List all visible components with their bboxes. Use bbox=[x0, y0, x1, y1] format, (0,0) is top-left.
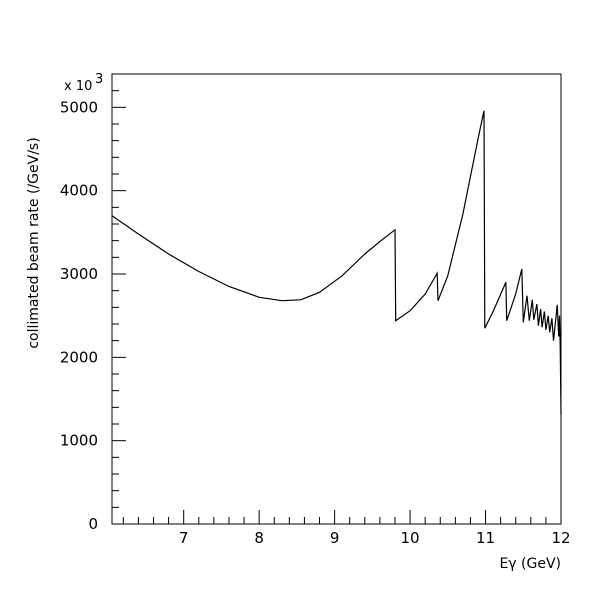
x-tick-label: 9 bbox=[330, 529, 340, 547]
y-tick-label: 3000 bbox=[60, 265, 98, 283]
y-axis-ticks bbox=[112, 73, 126, 525]
series-line bbox=[111, 110, 562, 415]
y-axis-tick-labels: 0 1000 2000 3000 4000 5000 bbox=[60, 98, 98, 533]
y-axis-title: collimated beam rate (/GeV/s) bbox=[26, 137, 42, 348]
y-tick-label: 2000 bbox=[60, 348, 98, 366]
x-tick-label: 12 bbox=[551, 529, 570, 547]
plot-frame bbox=[111, 73, 562, 525]
x-tick-label: 7 bbox=[179, 529, 189, 547]
x-axis-tick-labels: 7 8 9 10 11 12 bbox=[179, 529, 571, 547]
y-multiplier-label: x 10 bbox=[64, 79, 92, 94]
y-multiplier-exponent: 3 bbox=[95, 72, 103, 87]
y-tick-label: 4000 bbox=[60, 182, 98, 200]
y-tick-label: 1000 bbox=[60, 432, 98, 450]
x-tick-label: 11 bbox=[476, 529, 495, 547]
x-tick-label: 8 bbox=[254, 529, 264, 547]
x-tick-label: 10 bbox=[401, 529, 420, 547]
y-tick-label: 0 bbox=[88, 515, 98, 533]
y-tick-label: 5000 bbox=[60, 98, 98, 116]
x-axis-ticks bbox=[122, 510, 562, 524]
x-axis-title: Eγ (GeV) bbox=[499, 556, 561, 572]
